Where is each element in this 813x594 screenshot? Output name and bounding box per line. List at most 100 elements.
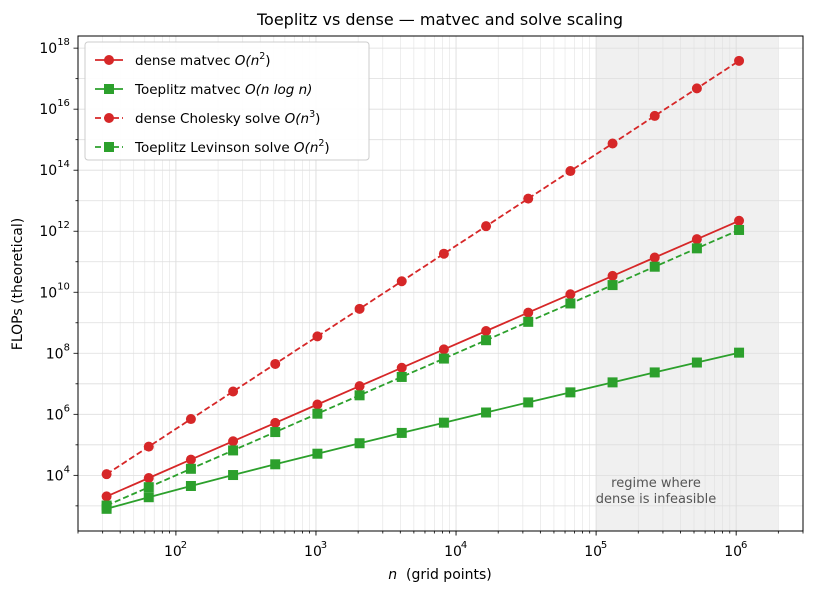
axes-frame	[77, 35, 804, 532]
legend-label-sup: 2	[259, 51, 265, 62]
y-tick-label: 10	[46, 407, 64, 423]
data-point	[396, 427, 407, 438]
data-point	[354, 381, 365, 392]
legend-label-math: O(n	[294, 140, 318, 156]
y-tick-label: 10	[39, 102, 57, 118]
legend-item: Toeplitz matvec O(n log n)	[95, 82, 312, 98]
legend-label-sup: 2	[318, 138, 324, 149]
data-point	[396, 362, 407, 373]
data-point	[438, 248, 449, 259]
x-tick-label: 10	[164, 544, 182, 560]
y-tick-exponent: 4	[64, 464, 70, 475]
legend-label-suffix: )	[265, 53, 270, 69]
series-4	[101, 224, 745, 511]
shaded-region-label-line1: regime where	[611, 476, 701, 491]
data-point	[312, 399, 323, 410]
y-tick-exponent: 14	[57, 159, 70, 170]
legend-label-math: O(n	[235, 53, 259, 69]
legend-label-suffix: )	[315, 111, 320, 127]
data-point	[101, 469, 112, 480]
data-point	[438, 417, 449, 428]
legend-box	[84, 41, 370, 161]
x-tick-exponent: 6	[741, 540, 747, 551]
legend-marker	[104, 55, 114, 65]
data-point	[143, 492, 154, 503]
x-tick-label: 10	[724, 544, 742, 560]
data-point	[523, 193, 534, 204]
legend-label-suffix: )	[324, 140, 329, 156]
legend-label-math: O(n log n)	[245, 82, 312, 98]
legend-label-sup: 3	[309, 109, 315, 120]
data-point	[270, 459, 281, 470]
shaded-region	[596, 36, 779, 531]
x-tick-label: 10	[304, 544, 322, 560]
legend-label: Toeplitz matvec O(n log n)	[134, 82, 312, 98]
data-point	[523, 307, 534, 318]
data-point	[228, 436, 239, 447]
data-point	[481, 407, 492, 418]
series-group	[101, 55, 745, 514]
x-tick-exponent: 4	[461, 540, 467, 551]
data-point	[481, 335, 492, 346]
legend-label-math: O(n	[285, 111, 309, 127]
x-tick-label: 10	[584, 544, 602, 560]
data-point	[270, 358, 281, 369]
data-point	[649, 110, 660, 121]
data-point	[734, 224, 745, 235]
legend-label: dense matvec O(n2)	[135, 51, 271, 69]
y-tick-label: 10	[46, 468, 64, 484]
x-tick-exponent: 5	[601, 540, 607, 551]
data-point	[607, 377, 618, 388]
y-tick-label: 10	[39, 163, 57, 179]
legend-marker	[104, 113, 114, 123]
legend-label: dense Cholesky solve O(n3)	[135, 109, 320, 127]
data-point	[396, 276, 407, 287]
legend-marker	[104, 84, 114, 94]
data-point	[228, 445, 239, 456]
y-tick-exponent: 6	[64, 403, 70, 414]
data-point	[270, 417, 281, 428]
legend-label: Toeplitz Levinson solve O(n2)	[134, 138, 330, 156]
series-3	[101, 55, 745, 480]
plot-frame	[77, 35, 804, 532]
data-point	[143, 441, 154, 452]
x-tick-label: 10	[444, 544, 462, 560]
data-point	[354, 303, 365, 314]
data-point	[143, 472, 154, 483]
data-point	[312, 448, 323, 459]
data-point	[438, 353, 449, 364]
data-point	[565, 298, 576, 309]
data-point	[565, 289, 576, 300]
data-point	[523, 397, 534, 408]
data-point	[228, 386, 239, 397]
data-point	[438, 344, 449, 355]
legend-label-text: Toeplitz Levinson solve	[134, 140, 294, 156]
data-point	[691, 357, 702, 368]
data-point	[185, 480, 196, 491]
data-point	[270, 427, 281, 438]
data-point	[649, 252, 660, 263]
data-point	[734, 55, 745, 66]
y-tick-exponent: 8	[64, 342, 70, 353]
shaded-region-band	[596, 36, 779, 531]
x-axis-ticks: 102 103 104 105 106	[77, 531, 804, 560]
y-tick-exponent: 10	[57, 281, 70, 292]
data-point	[143, 482, 154, 493]
legend-label-text: dense Cholesky solve	[135, 111, 285, 127]
legend-marker	[104, 142, 114, 152]
y-axis-label: FLOPs (theoretical)	[10, 218, 26, 350]
data-point	[185, 463, 196, 474]
data-point	[396, 371, 407, 382]
legend-item: Toeplitz Levinson solve O(n2)	[95, 138, 330, 156]
y-tick-exponent: 12	[57, 220, 70, 231]
y-tick-label: 10	[39, 285, 57, 301]
data-point	[734, 215, 745, 226]
data-point	[101, 500, 112, 511]
legend: dense matvec O(n2) Toeplitz matvec O(n lo…	[84, 41, 370, 161]
y-tick-label: 10	[46, 346, 64, 362]
shaded-region-label-line2: dense is infeasible	[596, 492, 717, 507]
data-point	[691, 243, 702, 254]
data-point	[691, 83, 702, 94]
